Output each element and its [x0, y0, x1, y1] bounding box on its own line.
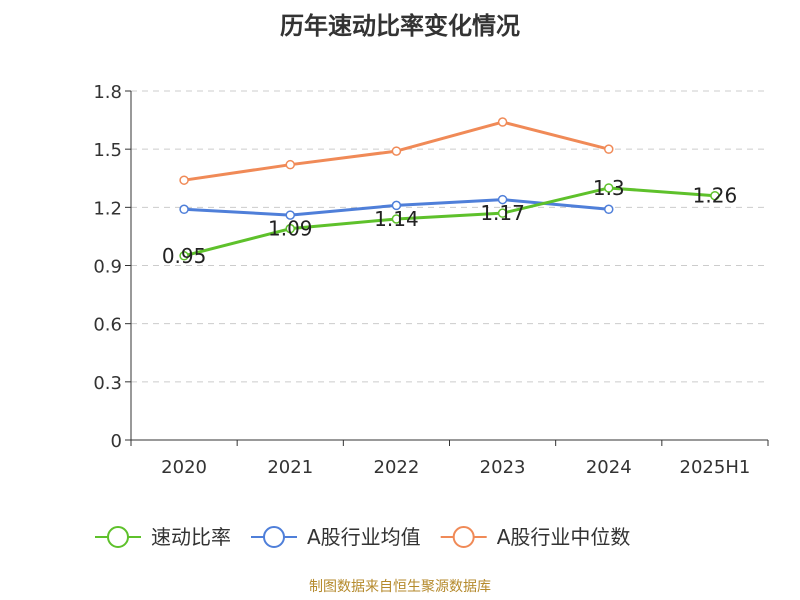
data-point	[391, 214, 402, 224]
y-tick-label: 1.5	[93, 140, 122, 161]
data-point	[179, 251, 189, 261]
data-point	[179, 175, 189, 185]
x-tick-label: 2023	[480, 457, 526, 478]
data-point	[710, 190, 720, 201]
data-point	[604, 183, 614, 193]
legend-item[interactable]: A股行业均值	[251, 525, 421, 549]
data-point	[604, 204, 614, 215]
legend-label: A股行业中位数	[497, 525, 631, 549]
y-tick-label: 0.3	[93, 373, 122, 394]
data-point	[604, 144, 614, 154]
legend-item[interactable]: A股行业中位数	[440, 525, 631, 549]
data-label: 0.95	[162, 244, 207, 268]
data-label: 1.3	[593, 176, 625, 200]
data-label: 1.17	[480, 201, 525, 225]
data-label: 1.26	[693, 184, 738, 208]
data-point	[497, 208, 508, 218]
legend-swatch-marker	[107, 526, 129, 548]
data-label: 1.14	[374, 207, 419, 231]
legend-swatch-marker	[263, 526, 285, 548]
x-tick-label: 2021	[267, 457, 313, 478]
y-tick-label: 1.2	[93, 198, 122, 219]
data-point	[285, 210, 295, 220]
data-label: 1.09	[268, 217, 313, 241]
data-point	[179, 204, 189, 215]
y-tick-label: 1.8	[93, 82, 122, 103]
legend-item[interactable]: 速动比率	[95, 525, 231, 549]
y-tick-label: 0.6	[93, 315, 122, 336]
legend-label: A股行业均值	[307, 525, 421, 549]
legend-swatch-marker	[452, 526, 475, 548]
data-point	[497, 117, 508, 127]
data-point	[391, 200, 402, 211]
chart-title: 历年速动比率变化情况	[280, 12, 520, 40]
x-tick-label: 2024	[586, 457, 632, 478]
data-point	[285, 159, 295, 170]
x-tick-label: 2020	[161, 457, 207, 478]
series-line	[183, 186, 716, 258]
data-point	[497, 194, 508, 205]
data-point	[285, 223, 295, 234]
x-tick-label: 2025H1	[680, 457, 751, 478]
source-note: 制图数据来自恒生聚源数据库	[309, 579, 491, 595]
y-tick-label: 0.9	[93, 257, 122, 278]
data-point	[391, 146, 402, 156]
x-tick-label: 2022	[374, 457, 420, 478]
legend-label: 速动比率	[151, 525, 231, 549]
y-tick-label: 0	[111, 431, 122, 452]
